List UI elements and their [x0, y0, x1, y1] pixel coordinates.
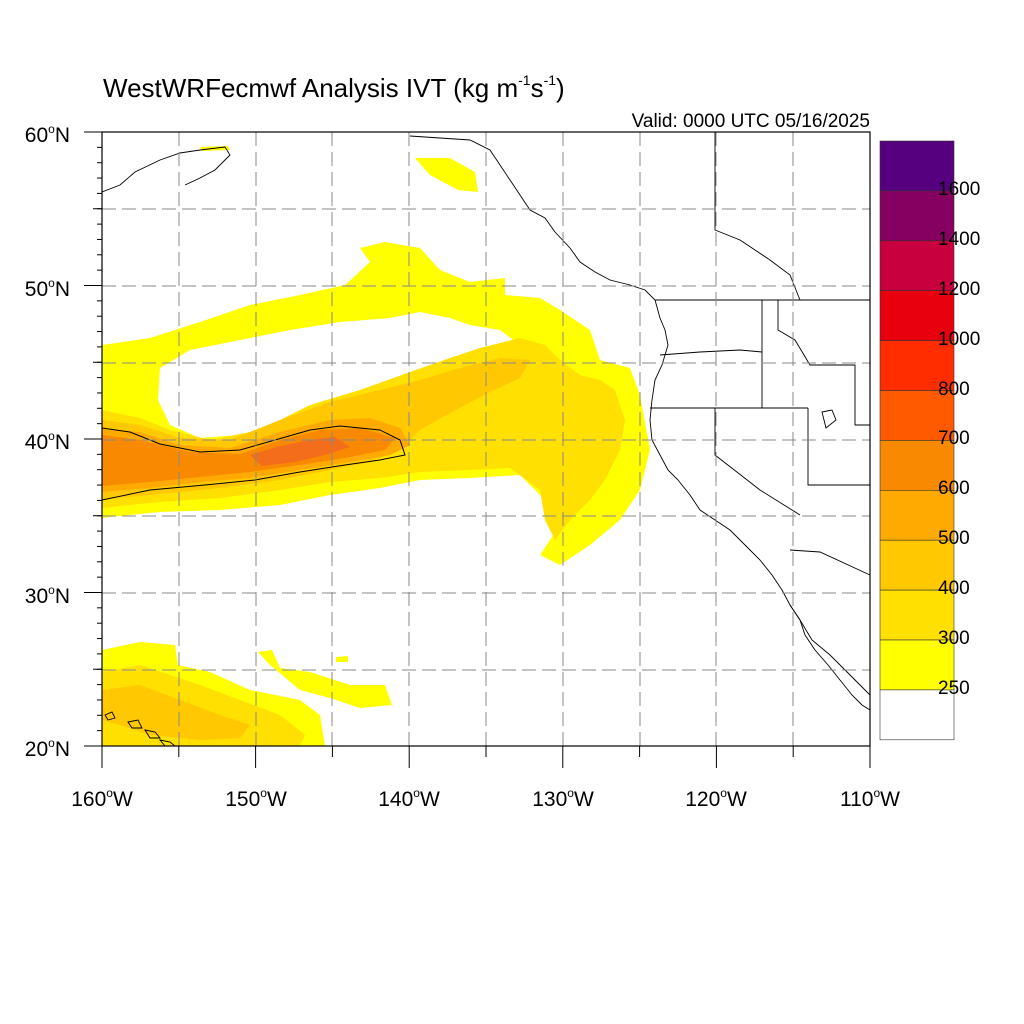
colorbar-label-700: 700 — [938, 428, 970, 450]
lon-label-150w: 150oW — [225, 786, 287, 811]
ivt-fill-250-dot — [336, 656, 348, 662]
hawaii-islands — [104, 711, 176, 746]
colorbar-swatch-10 — [879, 639, 955, 691]
colorbar-swatch-11 — [879, 689, 955, 741]
colorbar-swatch-0 — [879, 140, 955, 192]
ivt-fill-layer — [102, 146, 650, 746]
lat-label-50: 50oN — [24, 276, 70, 301]
us-mexico-border — [789, 549, 871, 576]
coastlines — [102, 135, 870, 746]
colorbar-swatch-9 — [879, 589, 955, 641]
lon-label-120w: 120oW — [685, 786, 747, 811]
map-title: WestWRFecmwf Analysis IVT (kg m-1s-1) — [103, 72, 565, 103]
colorbar-swatch-8 — [879, 539, 955, 591]
colorbar-swatch-1 — [879, 190, 955, 242]
lon-label-130w: 130oW — [532, 786, 594, 811]
grid-lines — [102, 132, 870, 746]
great-salt-lake — [821, 409, 837, 429]
ivt-contour — [102, 425, 406, 501]
colorbar-label-1000: 1000 — [938, 328, 981, 350]
lat-label-30: 30oN — [24, 583, 70, 608]
lon-label-140w: 140oW — [378, 786, 440, 811]
ivt-fill-250-north — [415, 158, 478, 192]
lat-label-60: 60oN — [24, 122, 70, 147]
nv-ut-border — [807, 408, 870, 486]
ivt-fill-250-southmid — [258, 650, 392, 708]
axis-ticks — [84, 131, 871, 768]
colorbar-label-250: 250 — [938, 677, 970, 699]
colorbar-swatch-6 — [879, 440, 955, 491]
wa-or-border — [659, 349, 763, 356]
id-mt-border — [777, 300, 870, 426]
colorbar-swatch-7 — [879, 489, 955, 541]
colorbar-label-1400: 1400 — [938, 228, 981, 250]
lat-label-40: 40oN — [24, 429, 70, 454]
colorbar-label-800: 800 — [938, 378, 970, 400]
colorbar-label-400: 400 — [938, 578, 970, 600]
colorbar-label-1200: 1200 — [938, 278, 981, 300]
colorbar-label-500: 500 — [938, 528, 970, 550]
ivt-hole — [158, 312, 520, 438]
colorbar-swatch-5 — [879, 390, 955, 441]
alaska-coast — [102, 146, 231, 193]
alaska-coast-east — [409, 135, 571, 249]
colorbar-label-1600: 1600 — [938, 178, 981, 200]
lat-label-20: 20oN — [24, 736, 70, 761]
ivt-fill-400-south — [102, 685, 250, 740]
colorbar-label-300: 300 — [938, 628, 970, 649]
colorbar-swatch-3 — [879, 290, 955, 341]
colorbar-label-600: 600 — [938, 478, 970, 500]
colorbar — [879, 140, 955, 741]
state-borders — [650, 132, 871, 576]
bc-ab-border — [714, 132, 801, 301]
colorbar-swatch-4 — [879, 340, 955, 391]
colorbar-swatch-2 — [879, 240, 955, 292]
baja-coast — [789, 604, 870, 711]
lon-label-160w: 160oW — [71, 786, 133, 811]
ca-nv-border — [714, 408, 801, 516]
lon-label-110w: 110oW — [840, 786, 900, 811]
ivt-fill-700 — [250, 437, 350, 466]
valid-time: Valid: 0000 UTC 05/16/2025 — [631, 111, 870, 132]
